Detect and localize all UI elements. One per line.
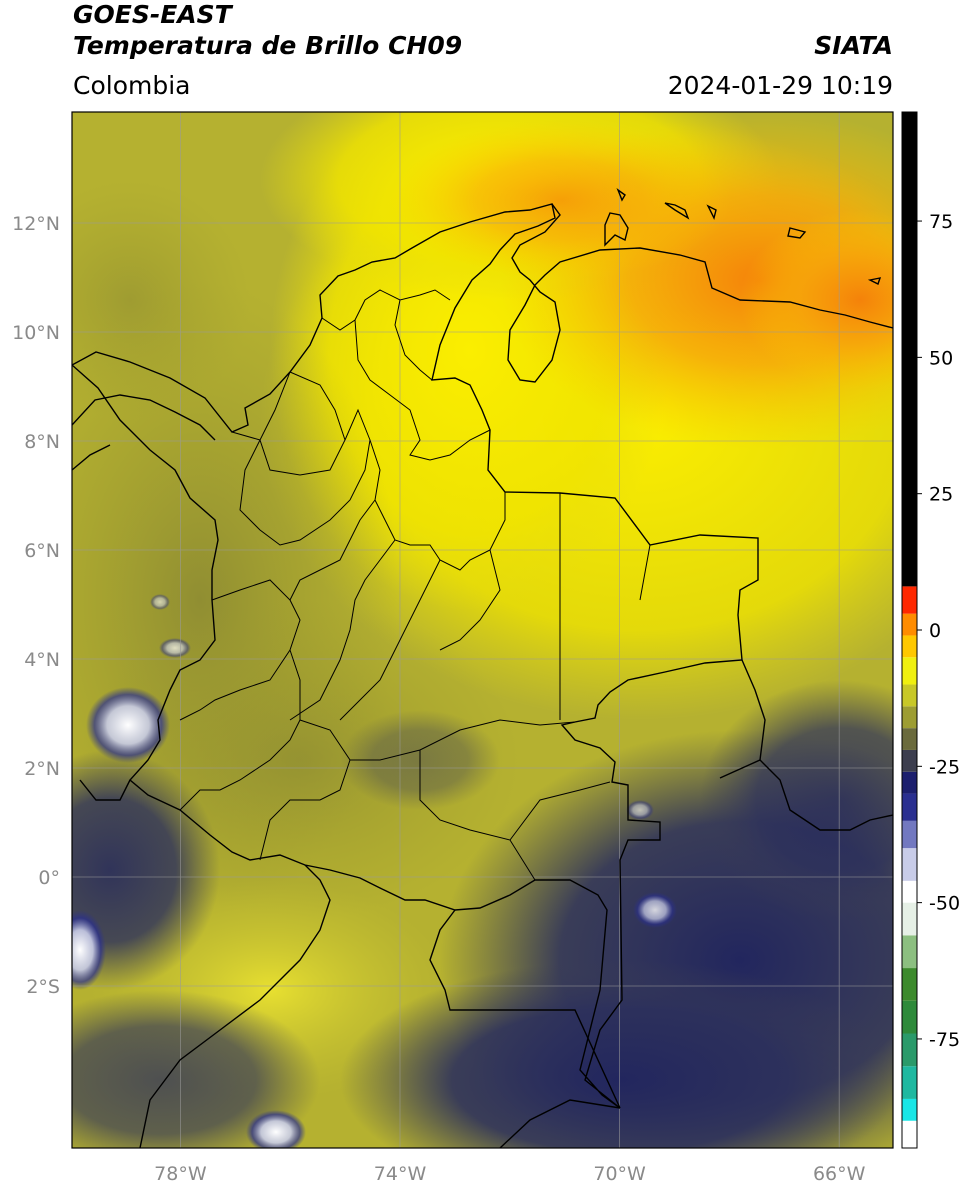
paraguana <box>604 212 629 247</box>
venezuela-coast <box>507 203 893 383</box>
aruba <box>616 188 626 202</box>
datetime-label: 2024-01-29 10:19 <box>667 71 893 100</box>
colombia-border <box>72 203 759 1109</box>
lat-tick-label: 0° <box>38 867 60 889</box>
colorbar-segment <box>902 820 917 849</box>
colorbar-segment <box>902 706 917 729</box>
trinidad <box>867 277 882 285</box>
margarita <box>787 227 807 239</box>
colorbar-tick-label: 75 <box>929 211 953 233</box>
colorbar-tick-label: 0 <box>929 620 941 642</box>
bonaire <box>706 204 717 221</box>
colorbar-segment <box>902 1098 917 1121</box>
colorbar-segment <box>902 657 917 685</box>
colorbar-segment <box>902 793 917 821</box>
ecuador-peru-border <box>79 779 331 1148</box>
lat-tick-label: 12°N <box>12 213 60 235</box>
colorbar-segment <box>902 749 917 772</box>
lon-tick-label: 78°W <box>154 1163 207 1185</box>
lat-tick-label: 4°N <box>24 649 60 671</box>
colorbar-segment <box>902 635 917 658</box>
colorbar-segment <box>902 1000 917 1034</box>
venezuela-border-east <box>741 659 766 761</box>
lat-tick-label: 2°N <box>24 758 60 780</box>
colorbar-segment <box>902 771 917 794</box>
curacao <box>664 202 690 220</box>
lon-tick-label: 66°W <box>813 1163 866 1185</box>
peru-brazil-border <box>429 909 621 1148</box>
lon-tick-label: 70°W <box>593 1163 646 1185</box>
colorbar-tick-label: 25 <box>929 484 953 506</box>
colorbar-tick-label: -75 <box>929 1029 960 1051</box>
colorbar-segment <box>902 613 917 636</box>
panama-coast <box>72 394 216 471</box>
lat-tick-label: 10°N <box>12 322 60 344</box>
venezuela-brazil-border <box>719 759 893 831</box>
title-product: Temperatura de Brillo CH09 <box>73 31 463 60</box>
colorbar-segment <box>902 1033 917 1067</box>
lon-tick-label: 74°W <box>374 1163 427 1185</box>
colorbar-tick-label: 50 <box>929 347 953 369</box>
colorbar-segment <box>902 902 917 936</box>
colorbar-segment <box>902 935 917 969</box>
longitude-tick-labels: 78°W 74°W 70°W 66°W <box>154 1163 865 1185</box>
colorbar-segment <box>902 880 917 903</box>
colorbar-segment <box>902 1120 917 1148</box>
colorbar-segment <box>902 728 917 750</box>
colorbar-segment <box>902 586 917 614</box>
gridlines <box>72 112 893 1148</box>
colorbar-segment <box>902 848 917 881</box>
title-satellite: GOES-EAST <box>73 0 232 29</box>
colorbar-segment <box>902 684 917 707</box>
org-label: SIATA <box>814 31 893 60</box>
political-boundaries <box>72 188 893 1148</box>
map-frame <box>71 111 894 1149</box>
colorbar-segment <box>902 968 917 1001</box>
region-label: Colombia <box>73 71 191 100</box>
brightness-temperature-field <box>72 112 893 1148</box>
lat-tick-label: 8°N <box>24 431 60 453</box>
department-boundaries <box>179 289 651 881</box>
colorbar-ticks: 75 50 25 0 -25 -50 -75 <box>917 211 960 1051</box>
latitude-tick-labels: 12°N 10°N 8°N 6°N 4°N 2°N 0° 2°S <box>12 213 60 998</box>
colorbar-segments <box>902 112 917 1148</box>
lat-tick-label: 2°S <box>26 976 60 998</box>
lat-tick-label: 6°N <box>24 540 60 562</box>
colorbar-tick-label: -50 <box>929 893 960 915</box>
colorbar-tick-label: -25 <box>929 756 960 778</box>
colorbar-segment <box>902 112 917 587</box>
colorbar-segment <box>902 1066 917 1099</box>
